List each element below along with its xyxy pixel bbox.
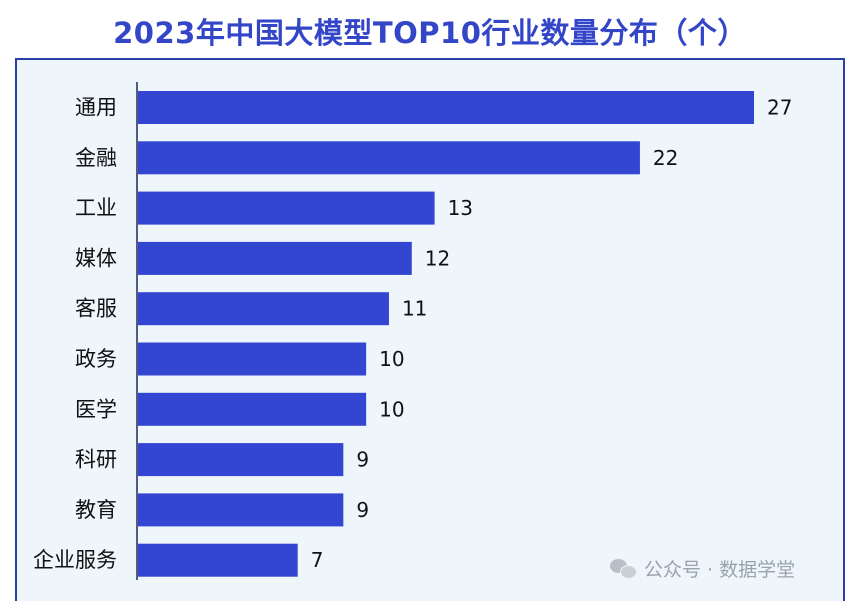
value-label-8: 9	[356, 498, 369, 522]
bar-3	[138, 241, 412, 275]
value-label-4: 11	[402, 297, 427, 321]
value-label-9: 7	[311, 548, 324, 572]
bar-6	[138, 392, 367, 426]
category-label-2: 工业	[75, 196, 117, 220]
chart-title: 2023年中国大模型TOP10行业数量分布（个）	[113, 16, 747, 50]
bar-7	[138, 443, 344, 477]
value-label-0: 27	[767, 96, 792, 120]
bar-5	[138, 342, 367, 376]
wechat-icon	[610, 557, 638, 579]
category-label-3: 媒体	[75, 246, 117, 270]
category-label-7: 科研	[75, 448, 117, 472]
category-label-4: 客服	[75, 297, 117, 321]
category-label-8: 教育	[75, 498, 117, 522]
bar-9	[138, 543, 298, 577]
category-label-1: 金融	[75, 146, 117, 170]
bar-8	[138, 493, 344, 527]
value-label-5: 10	[379, 347, 404, 371]
bar-1	[138, 141, 640, 175]
category-label-0: 通用	[75, 96, 117, 120]
watermark-text: 公众号 · 数据学堂	[644, 558, 796, 581]
value-label-3: 12	[425, 246, 450, 270]
bar-2	[138, 191, 435, 225]
category-label-5: 政务	[75, 347, 117, 371]
value-label-7: 9	[356, 448, 369, 472]
category-label-6: 医学	[75, 397, 117, 421]
bar-0	[138, 91, 754, 124]
bar-4	[138, 292, 389, 326]
category-label-9: 企业服务	[33, 548, 117, 572]
value-label-1: 22	[653, 146, 678, 170]
value-label-2: 13	[448, 196, 473, 220]
watermark: 公众号 · 数据学堂	[610, 555, 795, 581]
value-label-6: 10	[379, 397, 404, 421]
